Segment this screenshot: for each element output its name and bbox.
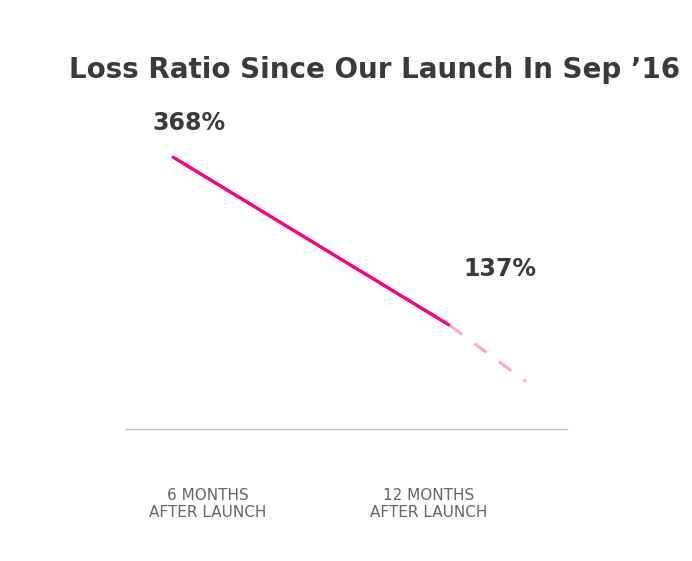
Text: 368%: 368% bbox=[152, 111, 226, 135]
Text: 6 MONTHS
AFTER LAUNCH: 6 MONTHS AFTER LAUNCH bbox=[149, 488, 266, 521]
Text: 137%: 137% bbox=[464, 256, 536, 280]
Text: Loss Ratio Since Our Launch In Sep ’16: Loss Ratio Since Our Launch In Sep ’16 bbox=[69, 56, 680, 84]
Text: 12 MONTHS
AFTER LAUNCH: 12 MONTHS AFTER LAUNCH bbox=[370, 488, 488, 521]
